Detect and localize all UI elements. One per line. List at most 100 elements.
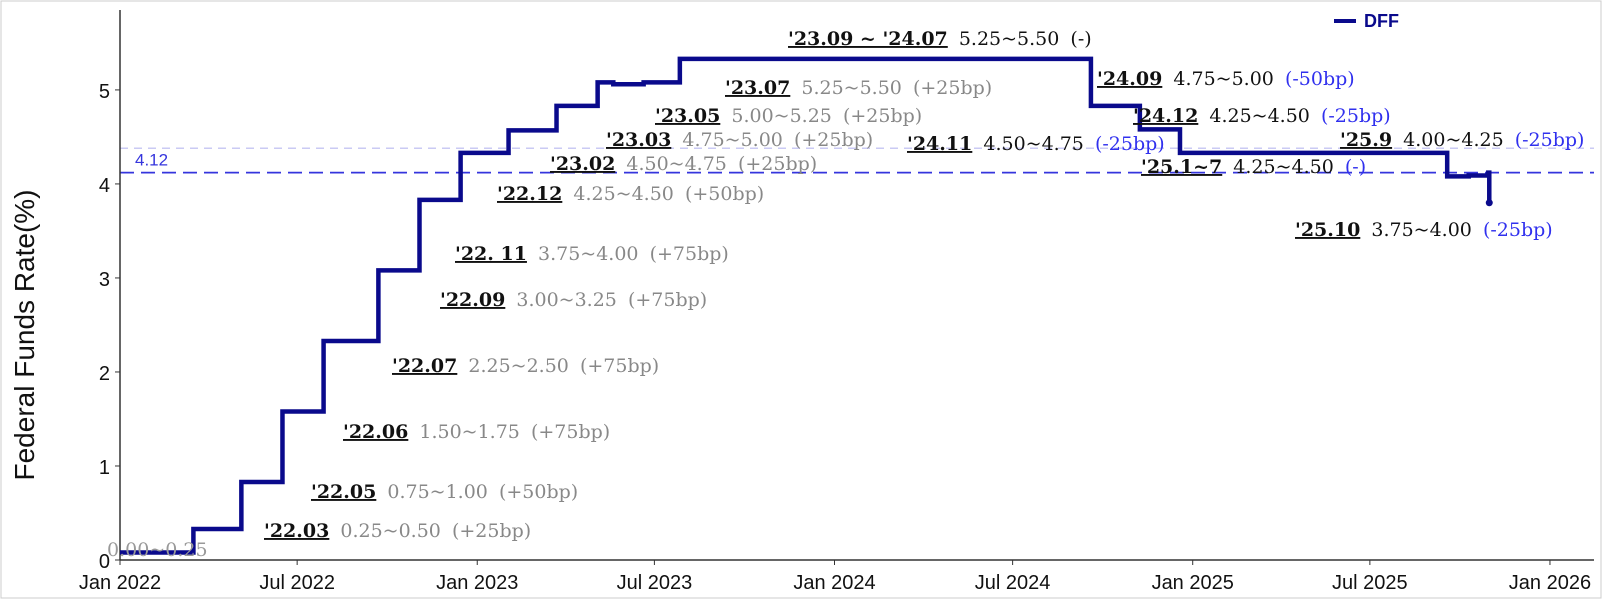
annotation-1: '22.03 0.25~0.50 (+25bp): [264, 520, 531, 542]
x-tick-label: Jul 2025: [1332, 572, 1408, 594]
annotation-5-change: (+75bp): [628, 289, 707, 311]
annotation-12-rate: 5.25~5.50: [959, 28, 1060, 50]
annotation-7-date: '22.12: [497, 183, 562, 205]
annotation-10-date: '23.05: [655, 105, 720, 127]
annotation-15: '24.12 4.25~4.50 (-25bp): [1133, 105, 1391, 127]
data-series: [120, 56, 1493, 555]
y-tick-label: 3: [99, 269, 110, 291]
y-tick-label: 0: [99, 551, 110, 573]
annotation-12-date: '23.09 ~ '24.07: [788, 28, 948, 50]
annotation-10-change: (+25bp): [843, 105, 922, 127]
annotation-8-change: (+25bp): [738, 153, 817, 175]
annotation-1-date: '22.03: [264, 520, 329, 542]
annotation-3-change: (+75bp): [531, 421, 610, 443]
reference-line-label-0: 4.12: [135, 151, 168, 170]
annotation-2-date: '22.05: [311, 481, 376, 503]
annotation-14-change: (-25bp): [1095, 133, 1165, 155]
annotation-1-rate: 0.25~0.50: [340, 520, 441, 542]
annotation-11-change: (+25bp): [913, 77, 992, 99]
y-axis-ticks: 0 1 2 3 4 5: [99, 81, 120, 573]
annotation-0-rate: 0.00~0.25: [107, 539, 208, 561]
annotation-13-date: '24.09: [1097, 68, 1162, 90]
annotation-17-date: '25.9: [1340, 129, 1392, 151]
annotation-0: 0.00~0.25: [107, 539, 208, 561]
annotation-15-change: (-25bp): [1321, 105, 1391, 127]
annotation-13-rate: 4.75~5.00: [1173, 68, 1274, 90]
legend: DFF: [1334, 11, 1399, 31]
annotation-3-rate: 1.50~1.75: [419, 421, 520, 443]
annotation-3-date: '22.06: [343, 421, 408, 443]
annotation-17-change: (-25bp): [1515, 129, 1585, 151]
annotation-7-change: (+50bp): [685, 183, 764, 205]
annotation-10: '23.05 5.00~5.25 (+25bp): [655, 105, 922, 127]
annotation-12: '23.09 ~ '24.07 5.25~5.50 (-): [788, 28, 1092, 50]
annotation-14-date: '24.11: [907, 133, 972, 155]
annotation-14: '24.11 4.50~4.75 (-25bp): [907, 133, 1165, 155]
annotation-13: '24.09 4.75~5.00 (-50bp): [1097, 68, 1355, 90]
annotation-10-rate: 5.00~5.25: [731, 105, 832, 127]
annotation-4-rate: 2.25~2.50: [468, 355, 569, 377]
annotation-5-rate: 3.00~3.25: [516, 289, 617, 311]
annotation-11-rate: 5.25~5.50: [801, 77, 902, 99]
x-tick-label: Jan 2025: [1152, 572, 1234, 594]
series-line-dff: [120, 56, 1492, 555]
annotation-15-date: '24.12: [1133, 105, 1198, 127]
annotation-3: '22.06 1.50~1.75 (+75bp): [343, 421, 610, 443]
annotation-18-date: '25.10: [1295, 219, 1360, 241]
annotation-1-change: (+25bp): [452, 520, 531, 542]
annotation-4-change: (+75bp): [580, 355, 659, 377]
x-tick-label: Jul 2022: [259, 572, 335, 594]
x-axis-ticks: Jan 2022 Jul 2022 Jan 2023 Jul 2023 Jan 2024…: [79, 560, 1591, 594]
annotation-11-date: '23.07: [725, 77, 790, 99]
annotation-9-date: '23.03: [606, 129, 671, 151]
annotation-2-change: (+50bp): [499, 481, 578, 503]
annotation-12-change: (-): [1070, 28, 1091, 50]
annotation-8-date: '23.02: [550, 153, 615, 175]
annotation-6-date: '22. 11: [455, 243, 527, 265]
annotation-4-date: '22.07: [392, 355, 457, 377]
legend-label-dff: DFF: [1364, 11, 1399, 31]
annotation-6-rate: 3.75~4.00: [538, 243, 639, 265]
annotation-7: '22.12 4.25~4.50 (+50bp): [497, 183, 764, 205]
annotation-18: '25.10 3.75~4.00 (-25bp): [1295, 219, 1553, 241]
annotation-9-change: (+25bp): [794, 129, 873, 151]
annotation-13-change: (-50bp): [1285, 68, 1355, 90]
annotation-5-date: '22.09: [440, 289, 505, 311]
annotation-16-change: (-): [1345, 156, 1366, 178]
x-tick-label: Jan 2022: [79, 572, 161, 594]
annotation-16-date: '25.1~7: [1141, 156, 1222, 178]
x-tick-label: Jan 2024: [793, 572, 875, 594]
annotation-18-rate: 3.75~4.00: [1371, 219, 1472, 241]
x-tick-label: Jul 2023: [617, 572, 693, 594]
y-tick-label: 5: [99, 81, 110, 103]
annotation-18-change: (-25bp): [1483, 219, 1553, 241]
annotation-2-rate: 0.75~1.00: [387, 481, 488, 503]
annotation-17-rate: 4.00~4.25: [1403, 129, 1504, 151]
y-tick-label: 2: [99, 363, 110, 385]
y-tick-label: 4: [99, 175, 110, 197]
annotation-4: '22.07 2.25~2.50 (+75bp): [392, 355, 659, 377]
y-axis-title: Federal Funds Rate(%): [9, 189, 40, 480]
rate-annotations: 0.00~0.25 '22.03 0.25~0.50 (+25bp) '22.0…: [107, 28, 1584, 561]
annotation-15-rate: 4.25~4.50: [1209, 105, 1310, 127]
annotation-17: '25.9 4.00~4.25 (-25bp): [1340, 129, 1584, 151]
annotation-8: '23.02 4.50~4.75 (+25bp): [550, 153, 817, 175]
annotation-6: '22. 11 3.75~4.00 (+75bp): [455, 243, 729, 265]
x-tick-label: Jan 2026: [1509, 572, 1591, 594]
annotation-6-change: (+75bp): [650, 243, 729, 265]
y-tick-label: 1: [99, 457, 110, 479]
annotation-5: '22.09 3.00~3.25 (+75bp): [440, 289, 707, 311]
annotation-9-rate: 4.75~5.00: [682, 129, 783, 151]
x-tick-label: Jul 2024: [975, 572, 1051, 594]
annotation-14-rate: 4.50~4.75: [983, 133, 1084, 155]
annotation-2: '22.05 0.75~1.00 (+50bp): [311, 481, 578, 503]
annotation-16: '25.1~7 4.25~4.50 (-): [1141, 156, 1366, 178]
annotation-7-rate: 4.25~4.50: [573, 183, 674, 205]
annotation-9: '23.03 4.75~5.00 (+25bp): [606, 129, 873, 151]
annotation-11: '23.07 5.25~5.50 (+25bp): [725, 77, 992, 99]
annotation-8-rate: 4.50~4.75: [626, 153, 727, 175]
reference-lines: 4.12: [120, 147, 1594, 174]
